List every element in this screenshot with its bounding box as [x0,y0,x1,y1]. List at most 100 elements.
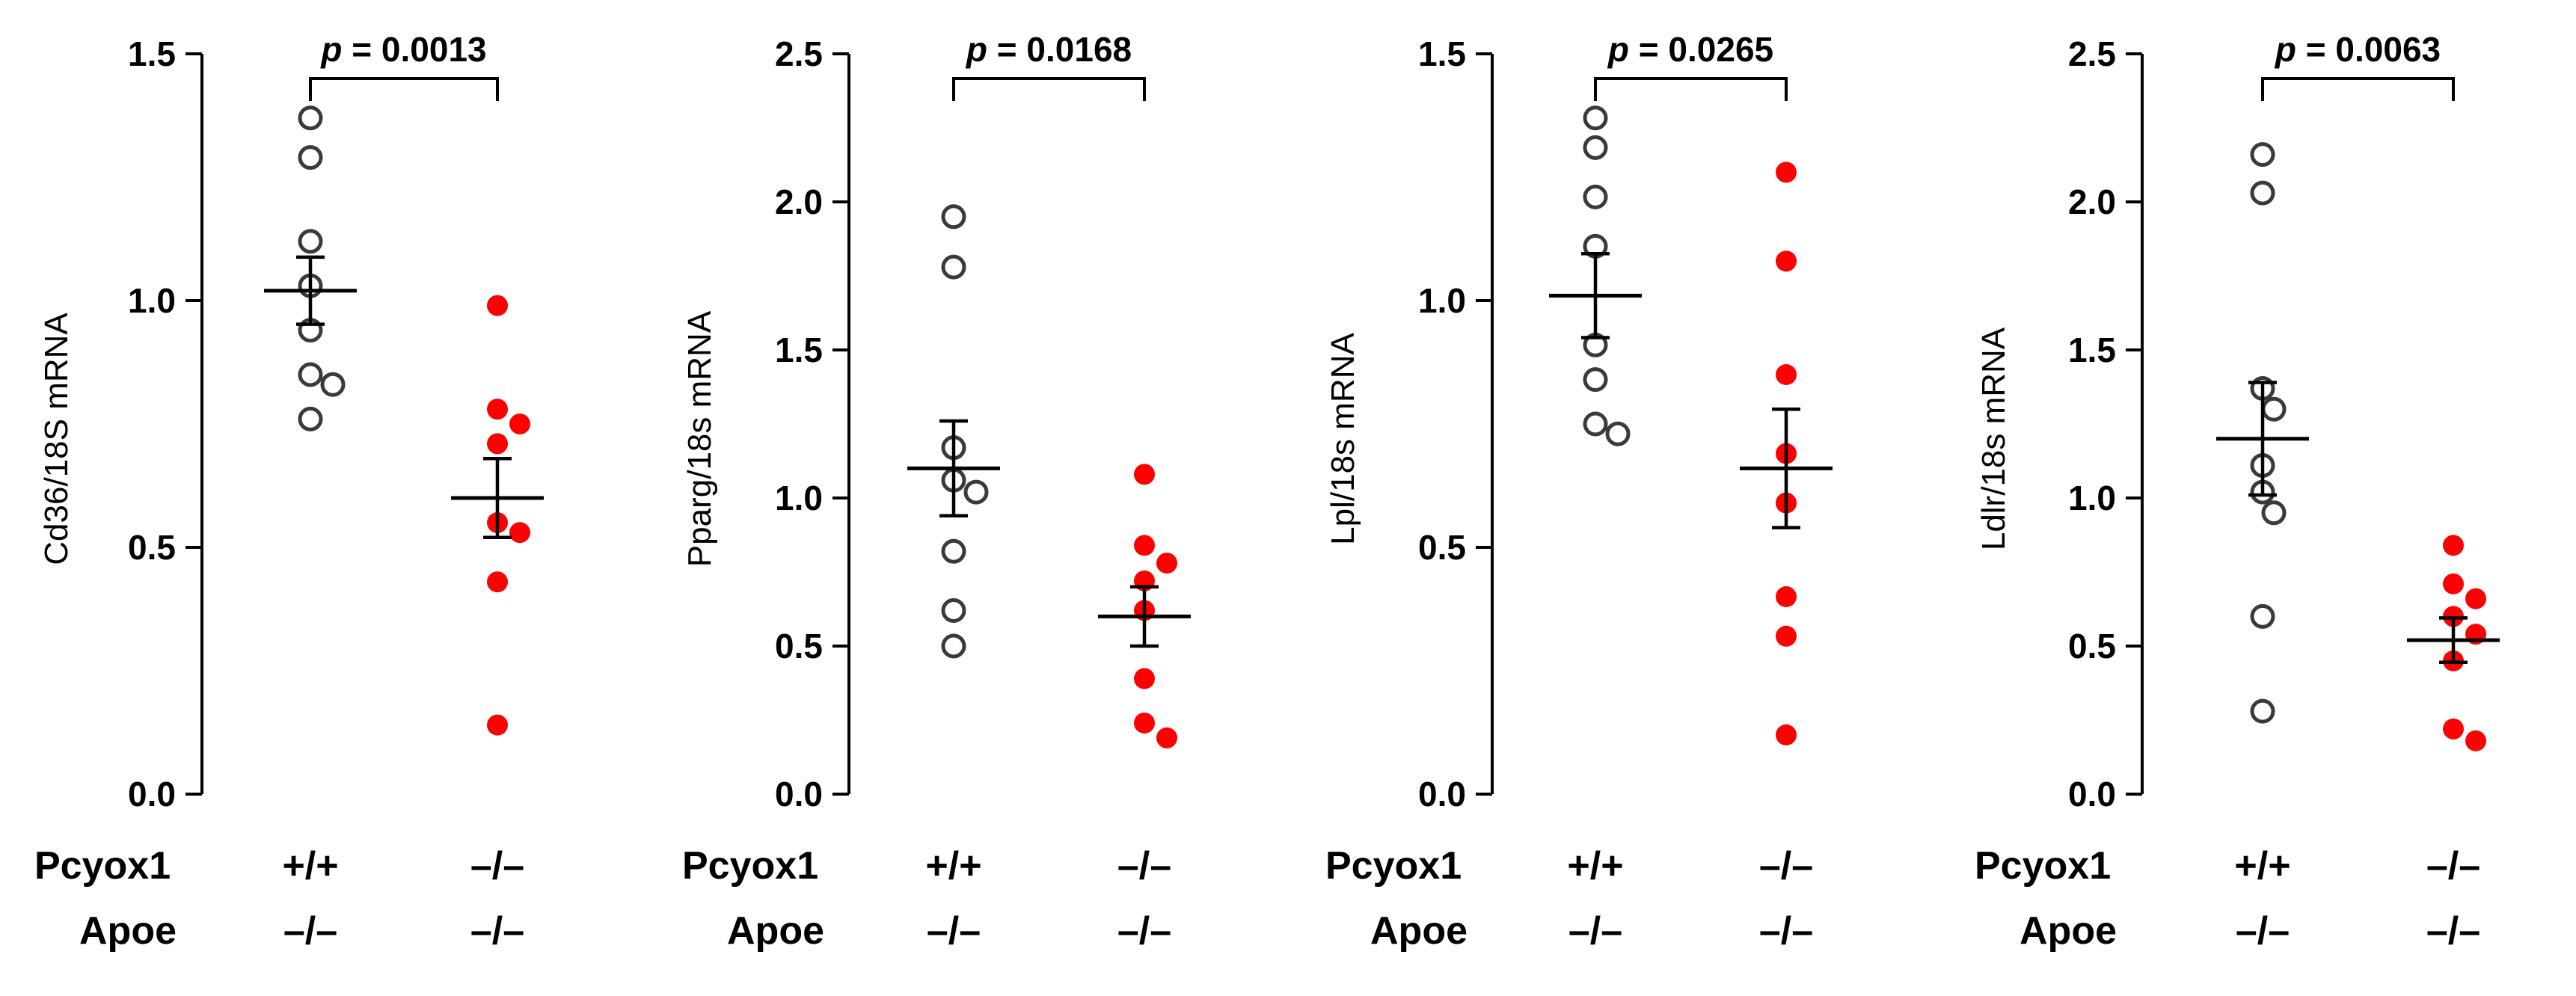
data-point-knockout [487,714,508,736]
genotype-label-pcyox1: Pcyox1 [34,844,171,888]
data-point-knockout [1134,535,1155,556]
chart-panel-4: 0.0 0.5 1.0 1.5 2.0 2.5 Ldlr/18s mRNA p = 0.006… [1975,30,2500,953]
chart-panel-1: 0.0 0.5 1.0 1.5 Cd36/18S mRNA p = 0.0013 Pcyox… [34,30,544,953]
data-point-wildtype [2261,500,2287,526]
significance-bracket [952,77,1146,101]
genotype-label-apoe: Apoe [2020,909,2117,953]
data-point-knockout [1776,364,1797,385]
data-point-wildtype [1583,105,1608,131]
data-point-knockout [1134,464,1155,485]
data-point-knockout [2465,588,2486,609]
y-tick-label: 0.5 [1418,528,1466,567]
p-value-label: p = 0.0168 [965,30,1132,69]
genotype-pcyox1-value: +/+ [1567,844,1623,888]
data-point-knockout [1134,668,1155,689]
data-point-wildtype [2250,180,2275,206]
group-knockout [2407,535,2500,751]
data-point-knockout [2465,730,2486,751]
data-point-wildtype [320,372,346,397]
y-tick-label: 1.5 [1418,34,1466,73]
data-point-knockout [1134,712,1155,734]
p-value-label: p = 0.0063 [2274,30,2441,69]
genotype-pcyox1-value: +/+ [2234,844,2290,888]
y-tick-label: 0.5 [2068,627,2116,665]
data-point-wildtype [941,254,966,280]
data-point-knockout [487,399,508,420]
chart-panel-3: 0.0 0.5 1.0 1.5 Lpl/18s mRNA p = 0.0265 Pcyox1… [1325,30,1833,953]
p-value-number: = 0.0063 [2296,30,2441,69]
data-point-wildtype [941,204,966,230]
data-point-knockout [487,433,508,455]
data-point-knockout [509,522,530,544]
y-axis-title: Ldlr/18s mRNA [1975,327,2012,550]
y-tick-label: 1.0 [2068,479,2116,517]
data-point-wildtype [1583,184,1608,209]
data-point-knockout [1776,724,1797,746]
genotype-pcyox1-value: –/– [470,844,524,888]
genotype-apoe-value: –/– [1568,909,1622,953]
data-point-knockout [487,295,508,316]
p-value-number: = 0.0013 [342,30,486,69]
y-tick-label: 0.5 [775,627,823,665]
data-point-knockout [1156,553,1177,574]
data-point-wildtype [298,145,323,170]
group-wildtype [1549,105,1642,446]
genotype-apoe-value: –/– [2426,909,2480,953]
genotype-pcyox1-value: –/– [1117,844,1171,888]
p-value-symbol: p [1607,30,1629,69]
data-point-knockout [487,571,508,593]
significance-bracket [2261,77,2455,101]
y-tick-label: 2.5 [2068,34,2116,73]
genotype-apoe-value: –/– [1759,909,1813,953]
p-value-number: = 0.0265 [1629,30,1773,69]
data-point-wildtype [1583,135,1608,160]
data-point-knockout [2443,573,2464,594]
data-point-wildtype [963,479,989,505]
genotype-label-pcyox1: Pcyox1 [1975,844,2111,888]
data-point-wildtype [941,538,966,564]
data-point-knockout [1776,625,1797,647]
y-tick-label: 0.0 [775,775,823,814]
y-tick-label: 1.0 [1418,281,1466,320]
data-point-wildtype [1583,367,1608,393]
y-axis-title: Lpl/18s mRNA [1325,333,1361,545]
data-point-wildtype [2250,142,2275,167]
p-value-label: p = 0.0013 [319,30,486,69]
p-value-label: p = 0.0265 [1607,30,1773,69]
y-tick-label: 0.0 [1418,775,1466,814]
y-axis-title: Pparg/18s mRNA [681,310,718,567]
y-tick-label: 0.0 [2068,775,2116,814]
genotype-label-pcyox1: Pcyox1 [1325,844,1462,888]
data-point-wildtype [2250,698,2275,724]
y-tick-label: 0.5 [128,528,176,567]
p-value-number: = 0.0168 [987,30,1132,69]
y-tick-label: 1.0 [775,479,823,517]
data-point-wildtype [2261,396,2287,422]
data-point-wildtype [2250,603,2275,629]
genotype-pcyox1-value: –/– [1759,844,1813,888]
data-point-knockout [1776,586,1797,607]
genotype-apoe-value: –/– [283,909,337,953]
genotype-apoe-value: –/– [470,909,524,953]
p-value-symbol: p [319,30,342,69]
data-point-wildtype [941,597,966,623]
y-tick-label: 0.0 [128,775,176,814]
p-value-symbol: p [965,30,987,69]
genotype-pcyox1-value: –/– [2426,844,2480,888]
y-tick-label: 1.5 [775,331,823,369]
y-tick-label: 1.0 [128,281,176,320]
data-point-knockout [2443,535,2464,556]
significance-bracket [309,77,499,101]
data-point-wildtype [298,406,323,431]
data-point-wildtype [298,105,323,131]
genotype-label-apoe: Apoe [79,909,177,953]
y-tick-label: 2.5 [775,34,823,73]
y-tick-label: 1.5 [128,34,176,73]
data-point-wildtype [1583,411,1608,437]
group-wildtype [2216,142,2309,724]
data-point-wildtype [941,633,966,659]
data-point-knockout [1156,727,1177,748]
genotype-apoe-value: –/– [2236,909,2290,953]
data-point-knockout [2443,718,2464,740]
y-tick-label: 2.0 [775,182,823,221]
